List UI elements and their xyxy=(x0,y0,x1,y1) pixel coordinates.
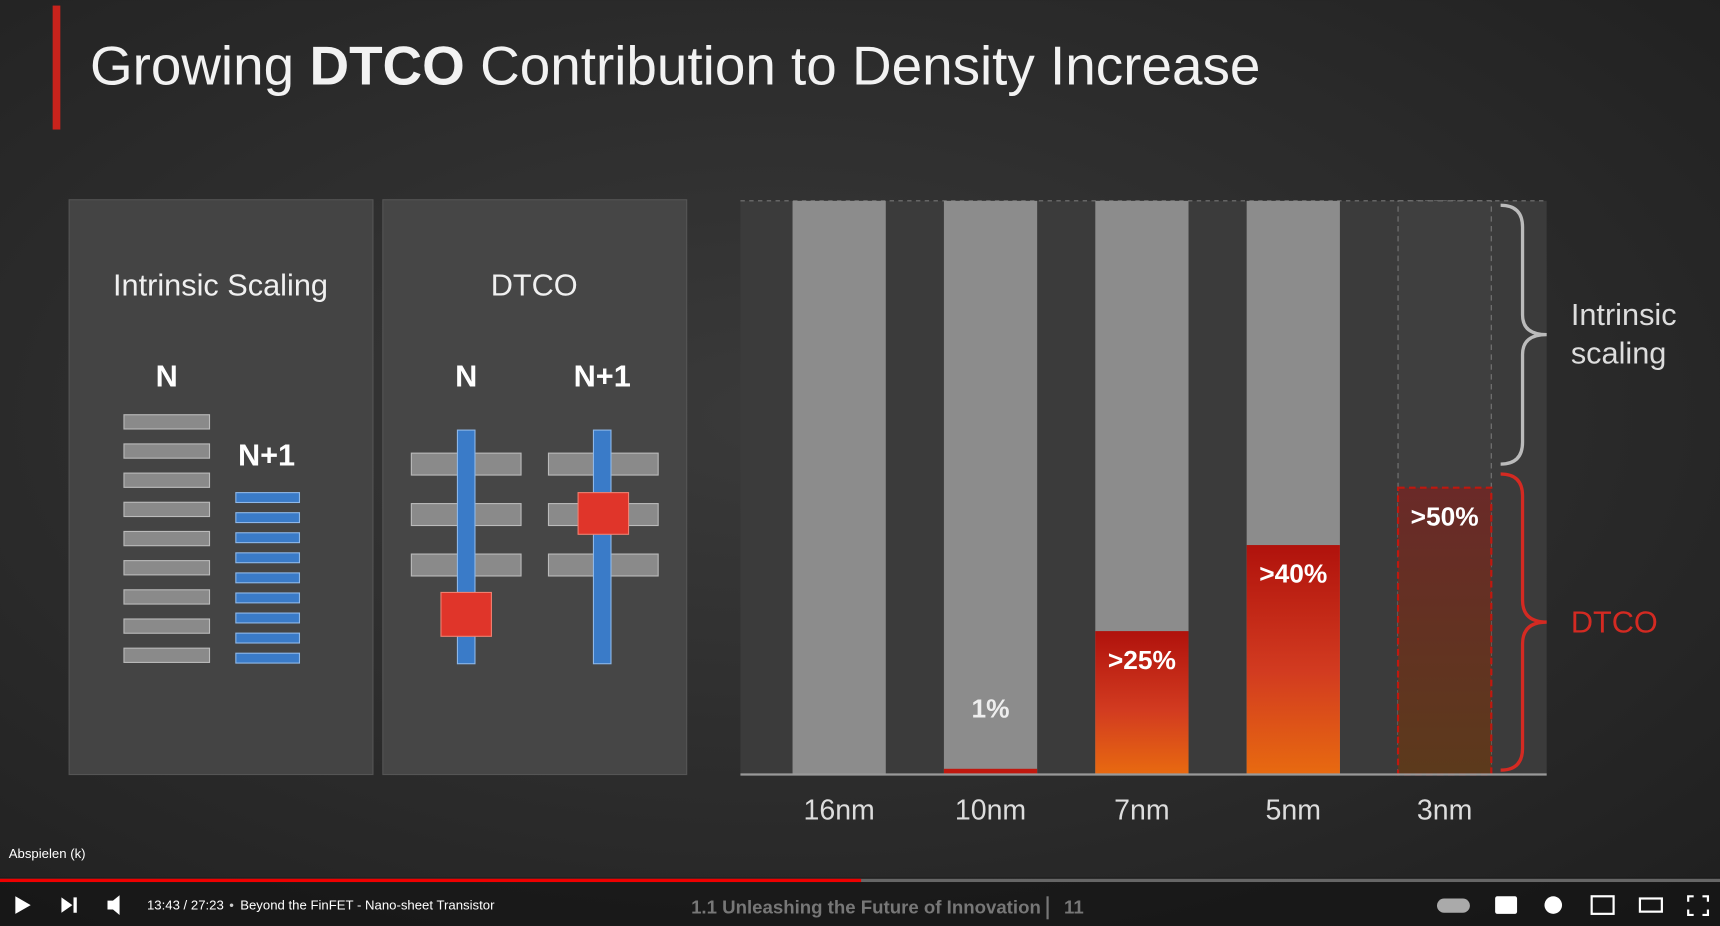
layer-bar xyxy=(235,552,301,564)
layer-bar xyxy=(123,530,211,547)
layer-bar xyxy=(123,414,211,430)
slide-title: Growing DTCO Contribution to Density Incre… xyxy=(90,35,1260,97)
panel xyxy=(68,199,374,776)
annotation: DTCO xyxy=(1571,604,1658,639)
panel-title: Intrinsic Scaling xyxy=(113,268,328,303)
layer-bar xyxy=(123,560,211,576)
x-tick-label: 10nm xyxy=(955,794,1026,826)
value-label: >25% xyxy=(1108,645,1176,675)
miniplayer-button[interactable] xyxy=(1590,895,1615,915)
layer-bar xyxy=(123,443,211,459)
layer-bar xyxy=(123,472,211,488)
bar-background xyxy=(943,200,1038,775)
theater-button[interactable] xyxy=(1638,897,1663,913)
fullscreen-button[interactable] xyxy=(1687,895,1710,917)
layer-bar xyxy=(235,632,301,644)
x-tick-label: 7nm xyxy=(1114,794,1169,826)
layer-bar xyxy=(123,647,211,663)
x-tick-label: 5nm xyxy=(1266,794,1321,826)
subtitles-button[interactable] xyxy=(1495,896,1518,914)
bar xyxy=(1095,631,1189,775)
value-label: >40% xyxy=(1259,559,1327,589)
diagram xyxy=(123,414,659,665)
layer-bar xyxy=(123,618,211,634)
brace xyxy=(1500,472,1547,772)
layer-bar xyxy=(235,592,301,604)
panel-label: N xyxy=(156,359,178,394)
layer-bar xyxy=(235,532,301,544)
control-bar xyxy=(0,877,1720,926)
time-display: 13:43 / 27:23 xyxy=(147,898,224,913)
layer-bar xyxy=(235,652,301,664)
settings-button[interactable] xyxy=(1544,896,1563,914)
play-button[interactable] xyxy=(15,896,31,914)
title-part: Growing xyxy=(90,35,294,97)
panel-label: N xyxy=(455,359,477,394)
separator: • xyxy=(229,898,234,913)
panel xyxy=(382,199,688,776)
autoplay-toggle[interactable] xyxy=(1436,898,1470,913)
layer-bar xyxy=(235,612,301,624)
layer-bar xyxy=(123,589,211,605)
layer-bar xyxy=(123,501,211,518)
panel-label: N+1 xyxy=(238,438,295,473)
panel-title: DTCO xyxy=(491,268,578,303)
progress-played[interactable] xyxy=(0,878,862,883)
bar xyxy=(1246,545,1340,775)
layer-bar xyxy=(235,512,301,524)
x-tick-label: 3nm xyxy=(1417,794,1472,826)
accent-bar xyxy=(52,5,61,130)
chapter-title[interactable]: Beyond the FinFET - Nano-sheet Transisto… xyxy=(240,898,495,913)
layer-bar xyxy=(235,572,301,584)
tooltip: Abspielen (k) xyxy=(9,846,86,861)
slide-page: 11 xyxy=(1064,896,1084,917)
panel-label: N+1 xyxy=(574,359,631,394)
title-part: DTCO xyxy=(309,35,464,97)
layer-bar xyxy=(235,492,301,504)
volume-button[interactable] xyxy=(107,895,120,915)
annotation: scaling xyxy=(1571,336,1667,371)
annotation: Intrinsic xyxy=(1571,297,1677,332)
bar xyxy=(1396,486,1493,776)
brace xyxy=(1500,203,1547,466)
bar-background xyxy=(792,200,886,775)
x-tick-label: 16nm xyxy=(803,794,874,826)
next-button[interactable] xyxy=(61,897,77,913)
value-label: 1% xyxy=(972,694,1010,724)
bar xyxy=(943,768,1038,775)
slide-footer: 1.1 Unleashing the Future of Innovation xyxy=(691,896,1041,917)
title-part: Contribution to Density Increase xyxy=(480,35,1260,97)
value-label: >50% xyxy=(1411,501,1479,531)
